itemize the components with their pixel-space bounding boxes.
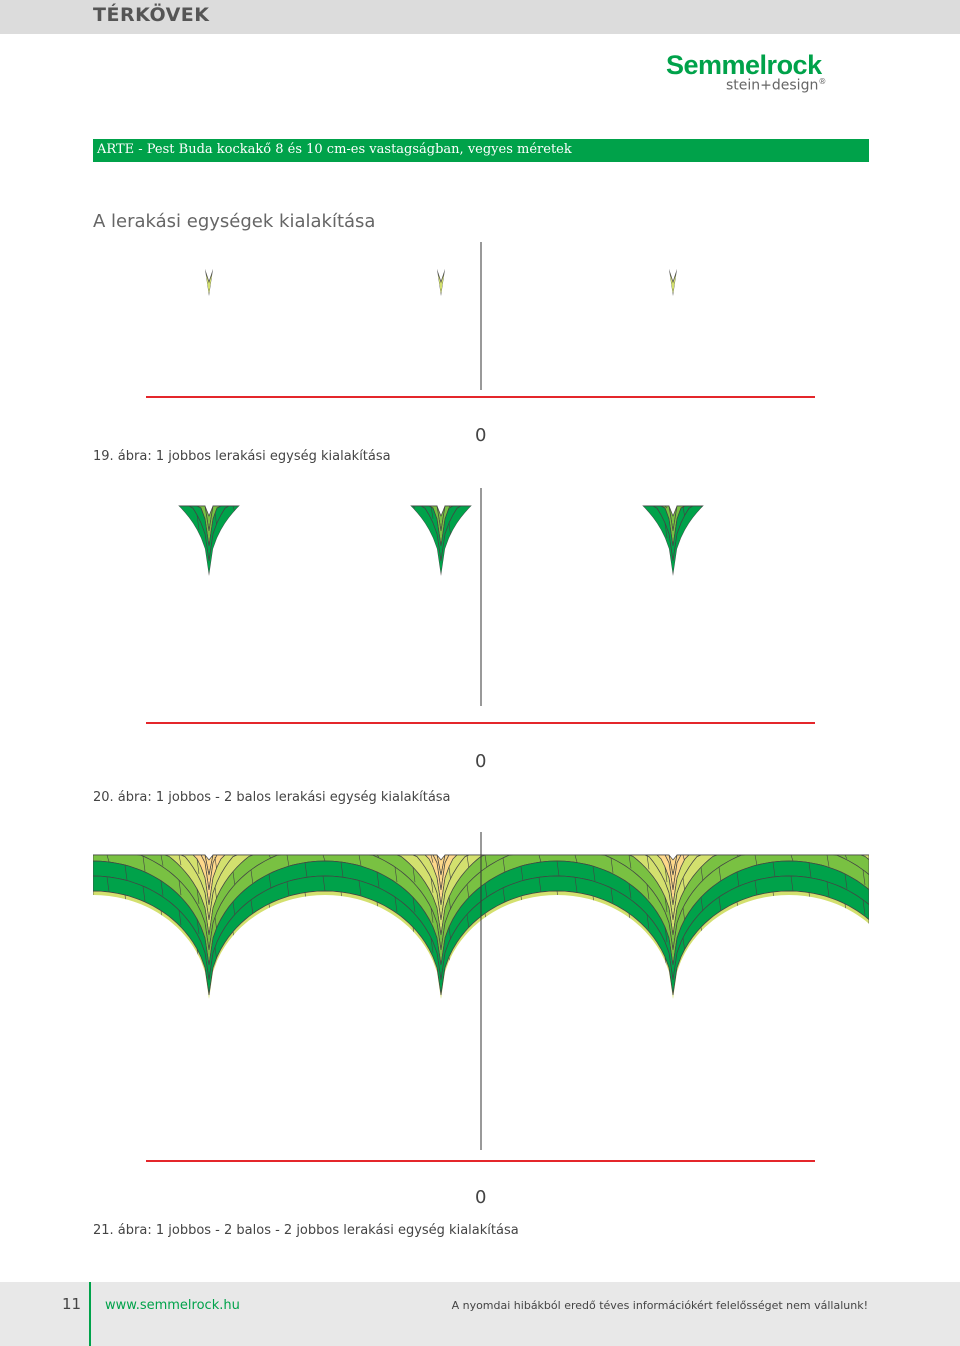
paving-pattern [0, 240, 960, 410]
figure-19-caption: 19. ábra: 1 jobbos lerakási egység kiala… [93, 449, 391, 464]
paving-pattern [0, 486, 960, 736]
page-number: 11 [62, 1295, 82, 1313]
figure-20-zero-label: 0 [475, 751, 487, 772]
paving-pattern [0, 830, 960, 1170]
top-bar: TÉRKÖVEK [0, 0, 960, 34]
figure-20-diagram [0, 486, 960, 736]
brand-logo: Semmelrock stein+design® [666, 50, 876, 100]
section-title-bar: ARTE - Pest Buda kockakő 8 és 10 cm-es v… [93, 139, 869, 162]
figure-21-diagram [0, 830, 960, 1170]
figure-21-zero-label: 0 [475, 1187, 487, 1208]
disclaimer-text: A nyomdai hibákból eredő téves informáci… [451, 1299, 868, 1312]
brand-tagline: stein+design® [726, 77, 827, 94]
brand-name: Semmelrock [666, 50, 822, 80]
footer: 11 www.semmelrock.hu A nyomdai hibákból … [0, 1282, 960, 1346]
figure-19-diagram [0, 240, 960, 410]
website-link[interactable]: www.semmelrock.hu [105, 1298, 240, 1313]
category-title: TÉRKÖVEK [93, 4, 210, 26]
page-heading: A lerakási egységek kialakítása [93, 211, 376, 232]
figure-20-caption: 20. ábra: 1 jobbos - 2 balos lerakási eg… [93, 790, 451, 805]
section-title: ARTE - Pest Buda kockakő 8 és 10 cm-es v… [97, 142, 572, 157]
figure-21-caption: 21. ábra: 1 jobbos - 2 balos - 2 jobbos … [93, 1223, 519, 1238]
footer-divider [89, 1282, 91, 1346]
figure-19-zero-label: 0 [475, 425, 487, 446]
